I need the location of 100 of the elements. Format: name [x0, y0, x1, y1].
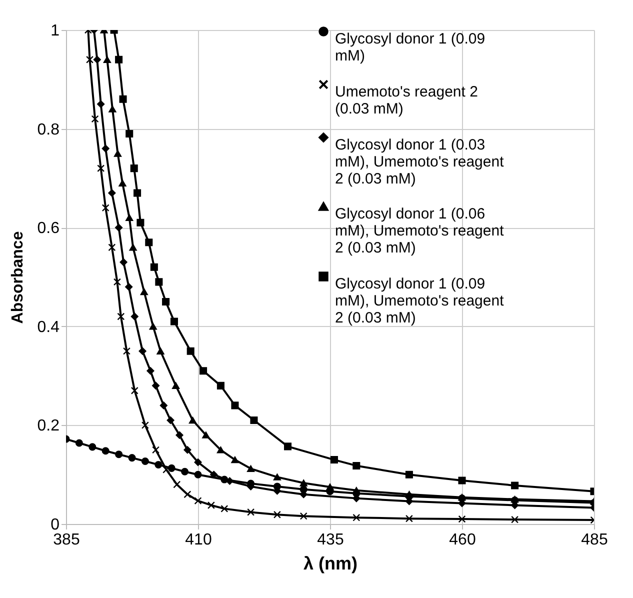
point	[181, 468, 189, 476]
point	[194, 470, 202, 478]
point	[300, 480, 308, 486]
point	[194, 458, 202, 466]
y-tick-label: 0.8	[37, 121, 60, 138]
point	[93, 56, 101, 64]
point	[170, 318, 178, 326]
point	[128, 454, 136, 462]
legend-label: Glycosyl donor 1 (0.09 mM)	[335, 30, 486, 64]
point	[330, 456, 338, 464]
legend-label: Glycosyl donor 1 (0.06 mM), Umemoto's reagent 2 (0.03 mM)	[335, 206, 505, 256]
point	[140, 288, 148, 296]
point	[114, 150, 122, 157]
point	[326, 484, 334, 490]
point	[226, 477, 234, 485]
point	[155, 278, 163, 286]
x-tick-label: 410	[185, 532, 212, 548]
x-tick-label: 435	[317, 532, 344, 548]
point	[115, 450, 123, 458]
point	[184, 446, 192, 454]
point	[108, 189, 116, 197]
point	[102, 447, 110, 455]
point	[156, 348, 164, 354]
point	[126, 130, 134, 138]
point	[145, 238, 153, 246]
x-axis-title: λ (nm)	[304, 554, 358, 574]
point	[247, 465, 255, 472]
point	[149, 323, 157, 330]
point	[220, 476, 228, 484]
point	[120, 258, 128, 266]
point	[150, 263, 158, 271]
point	[172, 382, 180, 390]
legend-label: Glycosyl donor 1 (0.09 mM), Umemoto's reagent 2 (0.03 mM)	[335, 276, 505, 326]
point	[162, 466, 170, 474]
point	[176, 431, 184, 439]
point	[216, 446, 224, 454]
point	[247, 508, 255, 516]
point	[102, 144, 110, 152]
point	[284, 442, 292, 450]
point	[405, 470, 413, 478]
point	[134, 189, 142, 197]
point	[141, 421, 149, 429]
point	[173, 480, 181, 488]
point	[97, 100, 105, 108]
point	[102, 204, 110, 212]
point	[273, 510, 281, 518]
point	[200, 367, 208, 375]
point	[88, 443, 96, 451]
point	[250, 416, 258, 424]
point	[130, 386, 138, 394]
point	[511, 482, 519, 490]
point	[122, 347, 130, 355]
point	[138, 347, 146, 355]
point	[160, 402, 168, 410]
point	[146, 367, 154, 375]
point	[75, 439, 83, 447]
point	[194, 497, 202, 505]
point	[152, 446, 160, 454]
x-tick-label: 460	[449, 532, 476, 548]
point	[216, 382, 224, 390]
point	[300, 512, 308, 520]
point	[141, 458, 149, 466]
y-tick-label: 0.4	[37, 318, 60, 336]
point	[168, 464, 176, 472]
y-tick-label: 0	[50, 516, 60, 534]
x-tick-label: 485	[581, 532, 608, 548]
point	[352, 462, 360, 470]
point	[126, 214, 134, 222]
legend-label: Umemoto's reagent 2 (0.03 mM)	[335, 84, 478, 118]
point	[273, 474, 281, 480]
point	[220, 504, 228, 512]
point	[231, 456, 239, 464]
point	[119, 95, 127, 103]
x-tick-label: 385	[53, 532, 80, 548]
point	[184, 490, 192, 498]
point	[129, 244, 137, 251]
point	[97, 164, 105, 172]
point	[186, 347, 194, 355]
point	[125, 283, 133, 291]
point	[117, 312, 125, 320]
point	[405, 491, 413, 498]
legend-label: Glycosyl donor 1 (0.03 mM), Umemoto's reagent 2 (0.03 mM)	[335, 136, 505, 188]
point	[115, 56, 123, 64]
point	[113, 278, 121, 286]
point	[405, 514, 413, 522]
point	[207, 501, 215, 509]
y-tick-label: 0.2	[37, 418, 60, 435]
point	[458, 476, 466, 484]
point	[108, 106, 116, 112]
point	[136, 218, 144, 226]
y-tick-label: 0.6	[37, 220, 60, 238]
point	[103, 56, 111, 63]
point	[130, 312, 138, 320]
point	[86, 56, 94, 64]
point	[152, 382, 160, 390]
point	[352, 514, 360, 522]
y-axis-title: Absorbance	[9, 231, 26, 324]
point	[115, 224, 123, 232]
point	[162, 298, 170, 306]
point	[188, 416, 196, 424]
